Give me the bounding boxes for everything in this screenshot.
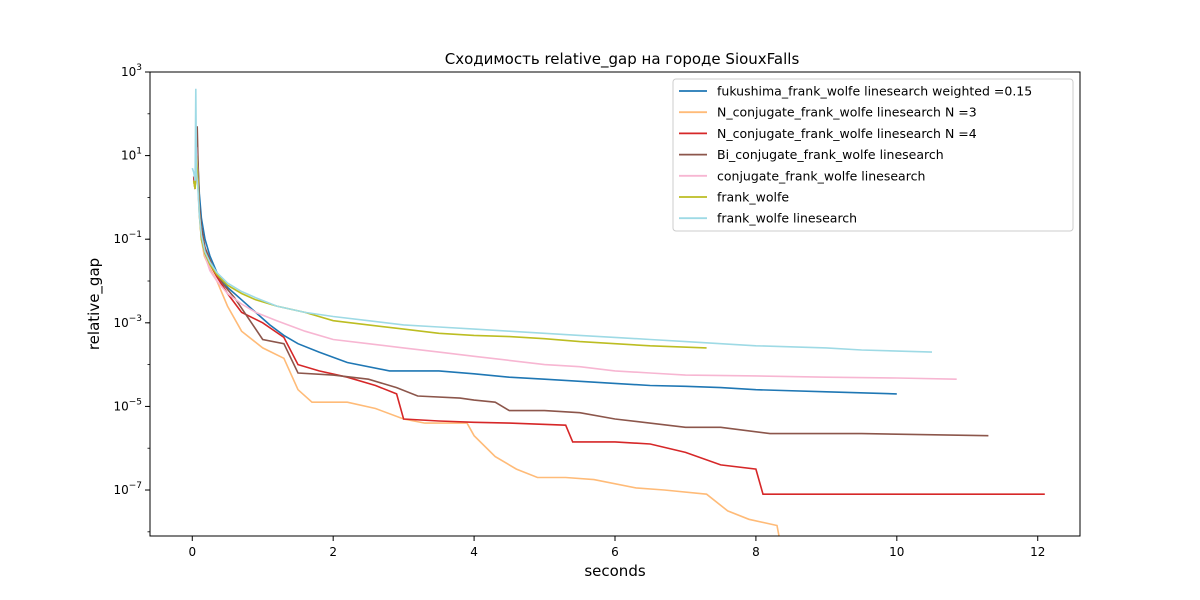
y-tick-label: 101 <box>121 147 142 163</box>
legend-label: N_conjugate_frank_wolfe linesearch N =3 <box>717 105 977 120</box>
legend-label: N_conjugate_frank_wolfe linesearch N =4 <box>717 126 977 141</box>
y-tick-base: 10 <box>121 149 136 163</box>
x-axis-label: seconds <box>584 562 645 580</box>
y-tick-label: 10−1 <box>113 230 142 246</box>
y-tick-base: 10 <box>113 316 128 330</box>
y-tick-exponent: −7 <box>129 481 142 491</box>
y-tick-base: 10 <box>121 65 136 79</box>
x-tick-label: 4 <box>470 545 478 559</box>
y-tick-exponent: −1 <box>129 230 142 240</box>
x-tick-label: 8 <box>752 545 760 559</box>
legend-items: fukushima_frank_wolfe linesearch weighte… <box>679 84 1032 226</box>
x-tick-label: 6 <box>611 545 619 559</box>
y-tick-base: 10 <box>113 232 128 246</box>
legend-label: Bi_conjugate_frank_wolfe linesearch <box>717 147 944 162</box>
y-axis-label: relative_gap <box>85 258 104 350</box>
y-tick-label: 10−7 <box>113 481 142 497</box>
x-tick-label: 10 <box>889 545 904 559</box>
chart-title: Сходимость relative_gap на городе SiouxF… <box>445 50 800 69</box>
y-tick-exponent: −3 <box>129 314 142 324</box>
series-line-7 <box>191 88 933 353</box>
x-tick-label: 2 <box>329 545 337 559</box>
y-tick-base: 10 <box>113 399 128 413</box>
y-tick-exponent: −5 <box>129 397 142 407</box>
y-tick-exponent: 1 <box>136 147 142 157</box>
y-tick-label: 10−3 <box>113 314 142 330</box>
y-tick-label: 10−5 <box>113 397 142 413</box>
legend-label: conjugate_frank_wolfe linesearch <box>717 168 925 183</box>
legend: fukushima_frank_wolfe linesearch weighte… <box>672 78 1074 232</box>
x-tick-label: 0 <box>188 545 196 559</box>
legend-label: frank_wolfe <box>717 190 789 205</box>
series-layer <box>191 88 1045 536</box>
series-line-1 <box>192 138 897 395</box>
y-tick-exponent: 3 <box>136 63 142 73</box>
legend-frame <box>672 78 1074 232</box>
legend-label: fukushima_frank_wolfe linesearch weighte… <box>717 84 1032 99</box>
x-axis: 0 2 4 6 8 10 12 <box>188 536 1045 559</box>
x-tick-label: 12 <box>1030 545 1045 559</box>
legend-label: frank_wolfe linesearch <box>717 211 857 226</box>
y-tick-label: 103 <box>121 63 142 79</box>
y-tick-base: 10 <box>113 483 128 497</box>
